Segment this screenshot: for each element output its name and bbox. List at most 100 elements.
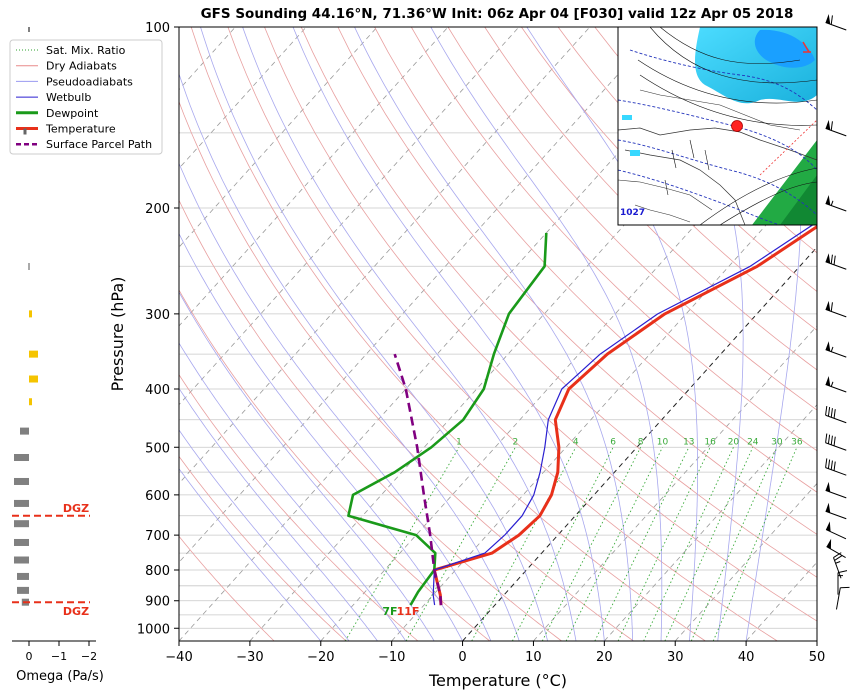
dry-adiabat-line bbox=[227, 27, 778, 641]
x-axis-label: Temperature (°C) bbox=[428, 671, 567, 690]
dry-adiabat-line bbox=[447, 27, 817, 411]
mixing-ratio-line bbox=[471, 447, 577, 641]
mixing-ratio-label: 24 bbox=[747, 437, 759, 447]
legend-item: Sat. Mix. Ratio bbox=[16, 44, 126, 57]
dry-adiabat-line bbox=[264, 27, 817, 622]
omega-bar bbox=[14, 454, 29, 462]
isotherm-line bbox=[391, 167, 817, 641]
wind-barb bbox=[825, 14, 847, 31]
wind-barb bbox=[833, 552, 843, 579]
x-tick-label: 20 bbox=[596, 650, 613, 665]
dry-adiabat-line bbox=[179, 100, 634, 641]
temperature-line bbox=[432, 224, 817, 606]
mixing-ratio-label: 30 bbox=[771, 437, 783, 447]
omega-bar bbox=[17, 572, 29, 580]
mixing-ratio-label: 16 bbox=[704, 437, 716, 447]
x-tick-label: −40 bbox=[165, 650, 192, 665]
legend-item: Pseudoadiabats bbox=[16, 75, 133, 88]
surface-temperature-label: 11F bbox=[397, 605, 420, 618]
isotherm-line bbox=[179, 27, 591, 485]
map-pressure-label: 1027 bbox=[620, 208, 645, 218]
svg-text:Dry Adiabats: Dry Adiabats bbox=[46, 60, 117, 73]
pseudoadiabat-line bbox=[179, 342, 407, 641]
x-tick-label: 30 bbox=[667, 650, 684, 665]
mixing-ratio-line bbox=[664, 447, 754, 641]
y-tick-label: 300 bbox=[145, 308, 170, 323]
omega-bar bbox=[29, 350, 38, 358]
wind-barb bbox=[825, 502, 847, 520]
pseudoadiabat-line bbox=[430, 27, 663, 641]
mixing-ratio-label: 1 bbox=[456, 437, 462, 447]
wind-barb bbox=[825, 195, 847, 212]
x-tick-label: 10 bbox=[525, 650, 542, 665]
mixing-ratio-label: 2 bbox=[512, 437, 518, 447]
svg-text:Pseudoadiabats: Pseudoadiabats bbox=[46, 75, 133, 88]
plot-frame bbox=[178, 26, 818, 642]
wetbulb-line bbox=[432, 221, 817, 606]
inset-map: 1027 bbox=[618, 27, 817, 225]
isotherm-line bbox=[179, 27, 307, 170]
chart-title: GFS Sounding 44.16°N, 71.36°W Init: 06z … bbox=[201, 6, 794, 22]
legend-box bbox=[9, 39, 163, 155]
wind-barb bbox=[825, 521, 847, 540]
legend-item: Wetbulb bbox=[16, 91, 91, 104]
svg-text:Sat. Mix. Ratio: Sat. Mix. Ratio bbox=[46, 44, 126, 57]
omega-tick-label: 0 bbox=[26, 650, 33, 663]
wind-barb bbox=[825, 253, 847, 270]
omega-tick-label: −1 bbox=[51, 650, 67, 663]
wind-barb bbox=[825, 341, 847, 358]
omega-panel: 0 −1 −2 DGZ DGZ bbox=[12, 27, 97, 663]
y-ticks: 100 200 300 400 500 600 700 800 900 1000 bbox=[137, 21, 179, 637]
mixing-ratio-line bbox=[712, 447, 798, 641]
dry-adiabat-line bbox=[179, 199, 562, 641]
mixing-ratio-line bbox=[541, 447, 642, 641]
parcel-path-line bbox=[393, 353, 443, 606]
isotherm-line bbox=[816, 640, 817, 641]
isotherm-line bbox=[533, 325, 817, 641]
dry-adiabat-line bbox=[814, 27, 817, 30]
legend: Sat. Mix. Ratio Dry Adiabats Pseudoadiabat… bbox=[9, 39, 163, 155]
x-ticks: −40 −30 −20 −10 0 10 20 30 40 50 bbox=[165, 641, 825, 665]
pseudoadiabat-line bbox=[242, 27, 577, 641]
dry-adiabat-line bbox=[179, 535, 275, 641]
wind-barb bbox=[825, 458, 847, 476]
dry-adiabat-line bbox=[179, 455, 347, 641]
mixing-ratio-label: 36 bbox=[791, 437, 803, 447]
data-series bbox=[347, 221, 817, 606]
pseudoadiabat-line bbox=[179, 468, 322, 641]
dry-adiabat-line bbox=[337, 27, 817, 535]
mixing-ratio-line bbox=[344, 447, 460, 641]
dry-adiabat-line bbox=[410, 27, 817, 452]
y-tick-label: 500 bbox=[145, 441, 170, 456]
legend-item: Dewpoint bbox=[16, 107, 99, 120]
x-tick-label: −20 bbox=[307, 650, 334, 665]
wind-barb bbox=[826, 538, 846, 558]
wind-barb bbox=[837, 570, 848, 595]
pseudoadiabat-line bbox=[526, 27, 698, 641]
dgz-label-top: DGZ bbox=[63, 502, 89, 515]
x-tick-label: 50 bbox=[809, 650, 826, 665]
mixing-ratio-line bbox=[617, 447, 711, 641]
mixing-ratio-line bbox=[565, 447, 663, 641]
omega-bar bbox=[14, 556, 29, 564]
omega-bar bbox=[20, 427, 29, 435]
omega-bar bbox=[14, 538, 29, 546]
background-lines bbox=[179, 27, 817, 641]
pseudoadiabat-line bbox=[354, 27, 634, 641]
omega-bar bbox=[29, 398, 32, 406]
dry-adiabat-line bbox=[374, 27, 817, 493]
y-tick-label: 600 bbox=[145, 489, 170, 504]
pseudoadiabat-line bbox=[200, 27, 548, 641]
dry-adiabat-line bbox=[179, 289, 491, 641]
dry-adiabat-line bbox=[300, 27, 817, 578]
wind-barb bbox=[825, 433, 847, 451]
y-tick-label: 900 bbox=[145, 595, 170, 610]
mixing-ratio-labels: 1 2 4 6 8 10 13 16 20 24 30 36 bbox=[456, 437, 803, 447]
mixing-ratio-label: 8 bbox=[638, 437, 644, 447]
svg-text:Dewpoint: Dewpoint bbox=[46, 107, 99, 120]
mixing-ratio-label: 20 bbox=[728, 437, 740, 447]
svg-text:Temperature: Temperature bbox=[45, 123, 116, 136]
isotherm-line bbox=[179, 27, 520, 406]
mixing-ratio-label: 13 bbox=[683, 437, 694, 447]
